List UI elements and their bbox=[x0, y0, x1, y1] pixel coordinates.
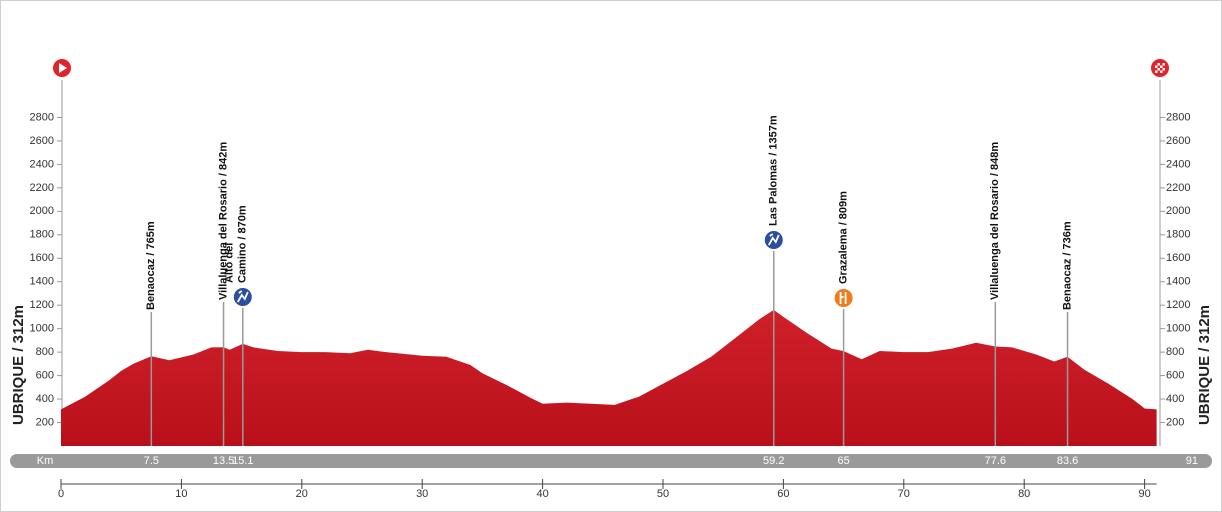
x-tick-label: 60 bbox=[777, 488, 789, 500]
start-icon bbox=[51, 57, 73, 79]
poi-label: Alto del bbox=[224, 243, 236, 283]
x-tick-label: 20 bbox=[296, 488, 308, 500]
x-tick-label: 10 bbox=[175, 488, 187, 500]
poi-label: Benaocaz / 765m bbox=[145, 221, 157, 310]
x-tick-label: 30 bbox=[416, 488, 428, 500]
y-tick-label: 600 bbox=[36, 370, 54, 382]
poi-km: 77.6 bbox=[985, 455, 1006, 467]
start-label: UBRIQUE / 312m bbox=[10, 305, 27, 425]
y-tick-label-right: 1400 bbox=[1166, 276, 1190, 288]
y-tick-label: 1800 bbox=[30, 229, 54, 241]
y-tick-label: 2200 bbox=[30, 182, 54, 194]
y-tick-label-right: 2400 bbox=[1166, 158, 1190, 170]
y-tick-label-right: 2200 bbox=[1166, 182, 1190, 194]
elevation-profile bbox=[61, 309, 1157, 446]
y-tick-label-right: 1200 bbox=[1166, 299, 1190, 311]
poi-label: Benaocaz / 736m bbox=[1061, 221, 1073, 310]
y-tick-label-right: 2000 bbox=[1166, 205, 1190, 217]
poi-label: Camino / 870m bbox=[237, 205, 249, 283]
y-tick-label: 1400 bbox=[30, 276, 54, 288]
y-tick-label: 800 bbox=[36, 346, 54, 358]
poi-label: Villaluenga del Rosario / 842m bbox=[217, 142, 229, 300]
y-tick-label: 2000 bbox=[30, 205, 54, 217]
poi-icon bbox=[231, 286, 254, 308]
y-tick-label-right: 1800 bbox=[1166, 229, 1190, 241]
y-tick-label: 400 bbox=[36, 393, 54, 405]
x-tick-label: 40 bbox=[536, 488, 548, 500]
poi-km: 13.5 bbox=[213, 455, 234, 467]
y-tick-label: 2800 bbox=[30, 111, 54, 123]
poi-label: Las Palomas / 1357m bbox=[768, 115, 780, 226]
x-tick-label: 0 bbox=[58, 488, 64, 500]
poi-icon bbox=[832, 287, 855, 309]
poi-km: 83.6 bbox=[1057, 455, 1078, 467]
x-tick-label: 70 bbox=[898, 488, 910, 500]
x-tick-label: 50 bbox=[657, 488, 669, 500]
y-tick-label: 200 bbox=[36, 416, 54, 428]
finish-icon bbox=[1149, 57, 1171, 79]
y-tick-label-right: 200 bbox=[1166, 416, 1184, 428]
poi-km: 15.1 bbox=[232, 455, 253, 467]
y-tick-label-right: 800 bbox=[1166, 346, 1184, 358]
poi-km: 59.2 bbox=[763, 455, 784, 467]
y-tick-label-right: 1000 bbox=[1166, 323, 1190, 335]
distance-bar bbox=[10, 454, 1212, 468]
finish-label: UBRIQUE / 312m bbox=[1196, 305, 1213, 425]
y-tick-label: 1000 bbox=[30, 323, 54, 335]
x-tick-label: 90 bbox=[1138, 488, 1150, 500]
poi-km: 7.5 bbox=[144, 455, 159, 467]
y-tick-label-right: 1600 bbox=[1166, 252, 1190, 264]
distance-unit: Km bbox=[37, 455, 54, 467]
y-tick-label: 1600 bbox=[30, 252, 54, 264]
poi-label: Grazalema / 809m bbox=[838, 191, 850, 284]
icon-circle bbox=[832, 287, 855, 309]
y-tick-label-right: 2800 bbox=[1166, 111, 1190, 123]
icon-glyph bbox=[767, 233, 780, 246]
y-tick-label-right: 400 bbox=[1166, 393, 1184, 405]
poi-km: 65 bbox=[837, 455, 849, 467]
y-tick-label-right: 600 bbox=[1166, 370, 1184, 382]
poi-label: Villaluenga del Rosario / 848m bbox=[989, 142, 1001, 300]
finish-km: 91 bbox=[1186, 455, 1198, 467]
icon-glyph bbox=[237, 290, 249, 303]
y-tick-label: 1200 bbox=[30, 299, 54, 311]
y-tick-label: 2400 bbox=[30, 158, 54, 170]
poi-icon bbox=[762, 229, 785, 251]
y-tick-label: 2600 bbox=[30, 135, 54, 147]
x-tick-label: 80 bbox=[1018, 488, 1030, 500]
icon-glyph bbox=[839, 292, 847, 304]
y-tick-label-right: 2600 bbox=[1166, 135, 1190, 147]
